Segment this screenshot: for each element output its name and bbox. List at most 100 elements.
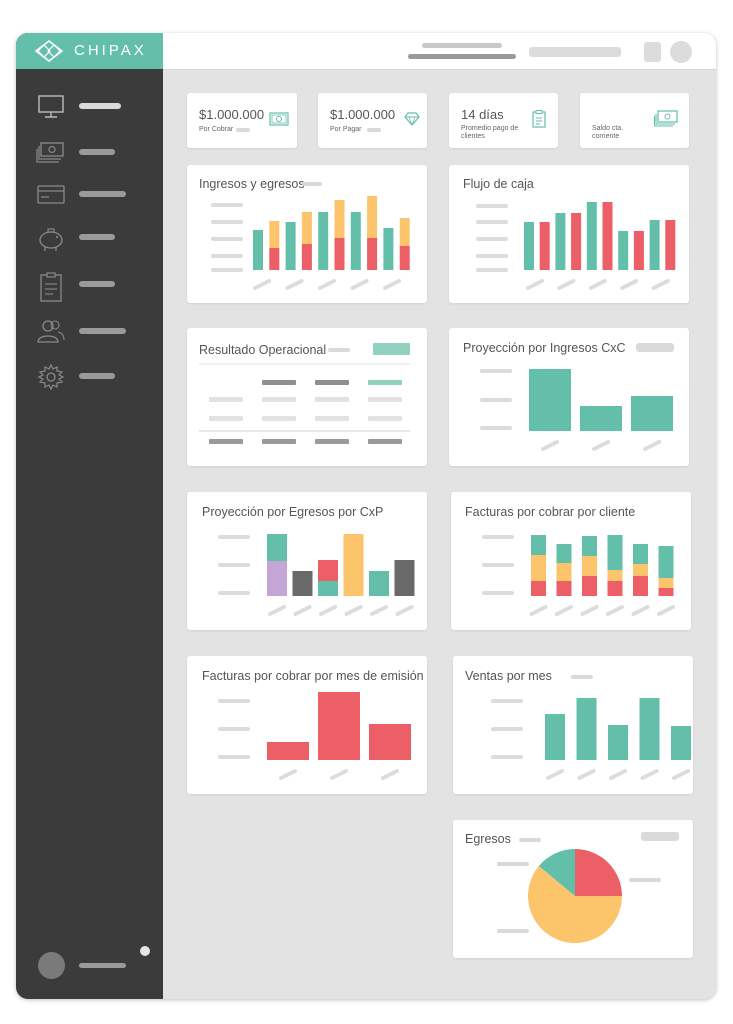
x-tick-label-placeholder xyxy=(546,769,564,780)
kpi-card-por-cobrar[interactable]: $1.000.000 Por Cobrar xyxy=(187,93,297,148)
bar[interactable] xyxy=(399,246,410,270)
logo[interactable]: CHIPAX xyxy=(16,33,163,69)
bar[interactable] xyxy=(658,588,674,596)
card-ingresos-egresos[interactable]: Ingresos y egresos xyxy=(187,165,427,303)
kpi-card-saldo[interactable]: Saldo cta. corriente xyxy=(580,93,689,148)
card-resultado-operacional[interactable]: Resultado Operacional xyxy=(187,328,427,466)
bar[interactable] xyxy=(269,248,280,270)
bar[interactable] xyxy=(633,544,648,564)
bar[interactable] xyxy=(367,238,378,270)
bar[interactable] xyxy=(607,570,623,581)
bar[interactable] xyxy=(350,212,361,270)
sidebar-item-dashboard[interactable] xyxy=(16,89,163,125)
bar[interactable] xyxy=(607,535,623,570)
bar[interactable] xyxy=(555,213,566,270)
bar[interactable] xyxy=(267,534,287,561)
x-tick-label-placeholder xyxy=(344,605,363,616)
bar[interactable] xyxy=(383,228,394,270)
bar[interactable] xyxy=(399,218,410,246)
bar[interactable] xyxy=(531,535,546,555)
card-flujo-caja[interactable]: Flujo de caja xyxy=(449,165,689,303)
card-proyeccion-ingresos[interactable]: Proyección por Ingresos CxC xyxy=(449,328,689,466)
bar[interactable] xyxy=(658,578,674,588)
pie-slice[interactable] xyxy=(538,849,575,896)
bar[interactable] xyxy=(571,213,582,270)
bar[interactable] xyxy=(531,581,546,596)
bar[interactable] xyxy=(633,231,644,270)
bar[interactable] xyxy=(582,576,597,596)
kpi-card-promedio-pago[interactable]: 14 días Promedio pago de clientes xyxy=(449,93,558,148)
bar[interactable] xyxy=(285,222,296,270)
bar[interactable] xyxy=(633,576,648,596)
bar[interactable] xyxy=(545,714,565,760)
bar[interactable] xyxy=(267,742,309,760)
bar[interactable] xyxy=(649,220,660,270)
bar[interactable] xyxy=(367,196,378,238)
bar[interactable] xyxy=(582,536,597,556)
bar[interactable] xyxy=(524,222,534,270)
bar[interactable] xyxy=(269,221,280,248)
bar[interactable] xyxy=(318,692,360,760)
bar[interactable] xyxy=(334,238,345,270)
bar[interactable] xyxy=(580,406,622,431)
pie-slice[interactable] xyxy=(575,849,622,896)
bar[interactable] xyxy=(665,220,676,270)
sidebar-item-users[interactable] xyxy=(16,314,163,350)
x-tick-label-placeholder xyxy=(526,279,544,290)
bar[interactable] xyxy=(369,724,411,760)
kpi-card-por-pagar[interactable]: $1.000.000 Por Pagar xyxy=(318,93,427,148)
sidebar-item-cards[interactable] xyxy=(16,177,163,213)
bar[interactable] xyxy=(607,581,623,596)
bar[interactable] xyxy=(658,546,674,578)
bar[interactable] xyxy=(556,544,572,563)
bar[interactable] xyxy=(292,571,313,596)
avatar[interactable] xyxy=(38,952,65,979)
top-title-placeholder xyxy=(422,43,502,48)
bar[interactable] xyxy=(586,202,597,270)
card-ventas-mes[interactable]: Ventas por mes xyxy=(453,656,693,794)
bar[interactable] xyxy=(582,556,597,576)
bar[interactable] xyxy=(318,560,338,581)
notification-button[interactable] xyxy=(644,42,661,62)
bar[interactable] xyxy=(608,725,628,760)
kpi-value: 14 días xyxy=(461,107,504,122)
sidebar-item-savings[interactable] xyxy=(16,220,163,256)
bar[interactable] xyxy=(633,564,648,576)
bar[interactable] xyxy=(556,581,572,596)
bar[interactable] xyxy=(343,534,364,596)
bar[interactable] xyxy=(531,555,546,581)
bar[interactable] xyxy=(631,396,673,431)
filter-button[interactable] xyxy=(373,343,410,355)
bar[interactable] xyxy=(529,369,571,431)
pie-slice[interactable] xyxy=(528,866,622,943)
bar[interactable] xyxy=(334,200,345,238)
card-facturas-cliente[interactable]: Facturas por cobrar por cliente xyxy=(451,492,691,630)
bar[interactable] xyxy=(318,581,338,596)
bar[interactable] xyxy=(576,698,597,760)
card-facturas-mes[interactable]: Facturas por cobrar por mes de emisión xyxy=(187,656,427,794)
bar[interactable] xyxy=(539,222,550,270)
bar[interactable] xyxy=(394,560,415,596)
profile-button[interactable] xyxy=(670,41,692,63)
bar[interactable] xyxy=(618,231,629,270)
bar[interactable] xyxy=(301,244,312,270)
bar[interactable] xyxy=(602,202,613,270)
card-egresos[interactable]: Egresos xyxy=(453,820,693,958)
x-tick-label-placeholder xyxy=(285,279,304,290)
bar[interactable] xyxy=(318,212,329,270)
x-tick-label-placeholder xyxy=(253,279,271,290)
bar[interactable] xyxy=(301,212,312,244)
card-proyeccion-egresos[interactable]: Proyección por Egresos por CxP xyxy=(187,492,427,630)
bar[interactable] xyxy=(369,571,389,596)
bar[interactable] xyxy=(267,561,287,596)
sidebar-item-settings[interactable] xyxy=(16,359,163,395)
sidebar-item-reports[interactable] xyxy=(16,267,163,303)
y-tick-label-placeholder xyxy=(211,254,243,258)
bar[interactable] xyxy=(639,698,660,760)
bar[interactable] xyxy=(253,230,263,270)
search-placeholder[interactable] xyxy=(529,47,621,57)
bar[interactable] xyxy=(556,563,572,581)
bar[interactable] xyxy=(671,726,691,760)
document-icon xyxy=(532,110,546,128)
sidebar-item-money[interactable] xyxy=(16,135,163,171)
